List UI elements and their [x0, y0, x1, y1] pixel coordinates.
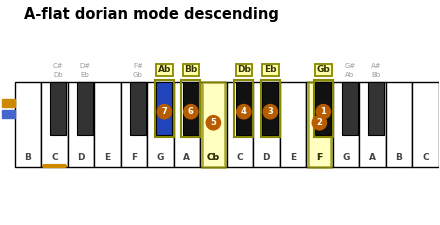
Text: 3: 3	[268, 107, 273, 116]
Text: Ab: Ab	[345, 72, 354, 78]
FancyBboxPatch shape	[236, 64, 252, 76]
FancyBboxPatch shape	[156, 64, 172, 76]
Bar	[51, 82, 66, 135]
Bar	[15, 82, 41, 167]
Text: A-flat dorian mode descending: A-flat dorian mode descending	[24, 7, 279, 22]
Text: 4: 4	[241, 107, 247, 116]
Text: F: F	[316, 153, 323, 162]
Bar	[314, 80, 333, 137]
Bar	[262, 82, 278, 135]
Text: Gb: Gb	[133, 72, 143, 78]
Circle shape	[206, 116, 220, 130]
Bar	[359, 82, 385, 167]
Text: C: C	[237, 153, 243, 162]
Bar	[385, 82, 412, 167]
Bar	[315, 82, 331, 135]
Text: 1: 1	[320, 107, 326, 116]
Circle shape	[312, 116, 326, 130]
Text: C: C	[51, 153, 58, 162]
Bar	[2, 110, 15, 118]
Bar	[280, 82, 306, 167]
Text: F#: F#	[133, 63, 143, 69]
Text: F: F	[316, 153, 323, 162]
Text: basicmusictheory.com: basicmusictheory.com	[6, 83, 11, 142]
Bar	[236, 82, 252, 135]
Text: Db: Db	[54, 72, 63, 78]
Bar	[77, 82, 93, 135]
Text: D: D	[77, 153, 84, 162]
Bar	[121, 82, 147, 167]
Text: D: D	[263, 153, 270, 162]
FancyBboxPatch shape	[183, 64, 199, 76]
Text: Cb: Cb	[207, 153, 220, 162]
Bar	[68, 82, 94, 167]
Bar	[261, 80, 280, 137]
Text: F: F	[131, 153, 137, 162]
Bar	[183, 82, 199, 135]
Text: A: A	[183, 153, 191, 162]
Bar	[308, 82, 331, 166]
Bar	[155, 80, 174, 137]
Text: B: B	[25, 153, 31, 162]
Text: Gb: Gb	[316, 65, 330, 74]
Text: G: G	[157, 153, 164, 162]
Text: 6: 6	[188, 107, 194, 116]
Text: Ab: Ab	[158, 65, 171, 74]
Bar	[342, 82, 358, 135]
Text: Bb: Bb	[372, 72, 381, 78]
Bar	[412, 82, 439, 167]
Text: B: B	[396, 153, 402, 162]
Text: Db: Db	[237, 65, 251, 74]
Text: A#: A#	[371, 63, 381, 69]
Text: 5: 5	[210, 118, 216, 127]
Bar	[181, 80, 200, 137]
Bar	[253, 82, 280, 167]
FancyBboxPatch shape	[315, 64, 332, 76]
Bar	[41, 82, 68, 167]
Text: 7: 7	[161, 107, 167, 116]
Bar	[306, 82, 333, 167]
Text: 2: 2	[316, 118, 323, 127]
Bar	[2, 99, 15, 107]
Bar	[147, 82, 174, 167]
Circle shape	[316, 105, 330, 119]
Text: Cb: Cb	[207, 153, 220, 162]
Text: D#: D#	[79, 63, 91, 69]
Text: G: G	[342, 153, 349, 162]
Bar	[94, 82, 121, 167]
FancyBboxPatch shape	[262, 64, 279, 76]
Bar	[174, 82, 200, 167]
Circle shape	[263, 105, 278, 119]
Bar	[202, 82, 225, 166]
Text: C: C	[422, 153, 429, 162]
Bar	[368, 82, 384, 135]
Bar	[235, 80, 253, 137]
Text: C#: C#	[53, 63, 64, 69]
Text: G#: G#	[344, 63, 356, 69]
Circle shape	[157, 105, 172, 119]
Circle shape	[237, 105, 251, 119]
Bar	[130, 82, 146, 135]
Text: Eb: Eb	[81, 72, 89, 78]
Bar	[333, 82, 359, 167]
Bar	[227, 82, 253, 167]
Bar	[156, 82, 172, 135]
Text: A: A	[369, 153, 376, 162]
Bar	[200, 82, 227, 167]
Text: Bb: Bb	[184, 65, 198, 74]
Circle shape	[183, 105, 198, 119]
Text: E: E	[290, 153, 296, 162]
Text: Eb: Eb	[264, 65, 277, 74]
Text: E: E	[104, 153, 110, 162]
